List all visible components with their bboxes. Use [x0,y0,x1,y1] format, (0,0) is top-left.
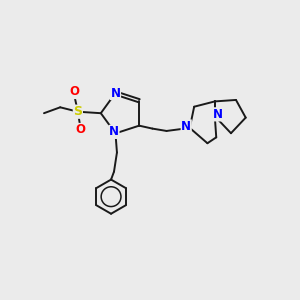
Text: O: O [75,124,85,136]
Text: N: N [109,125,119,138]
Text: S: S [74,105,82,118]
Text: N: N [213,108,223,121]
Text: N: N [110,86,121,100]
Text: O: O [69,85,79,98]
Text: N: N [181,120,191,133]
